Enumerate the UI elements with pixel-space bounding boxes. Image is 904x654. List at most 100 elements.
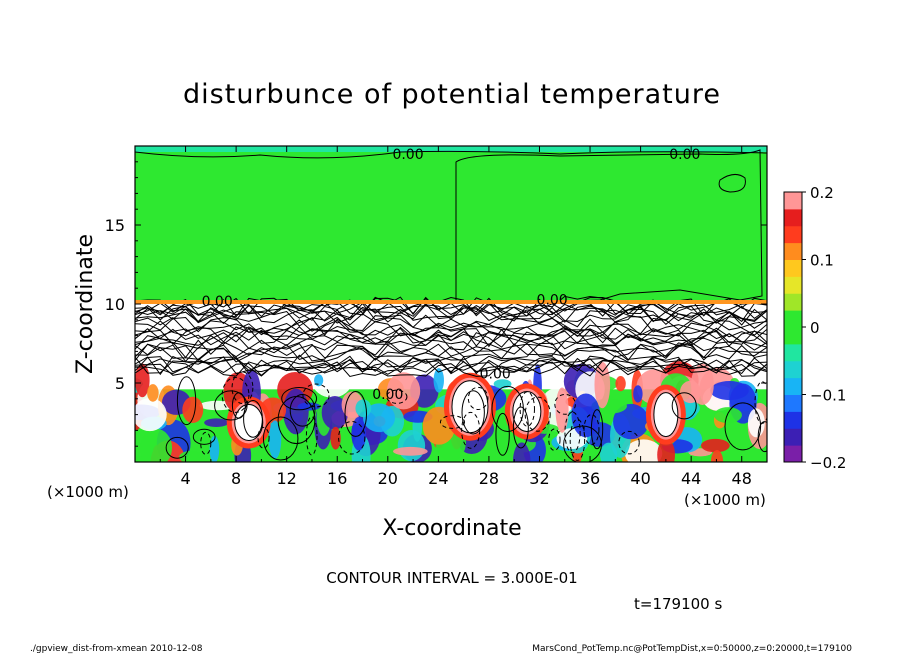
contour-line [135, 356, 767, 376]
field-blob [512, 442, 531, 462]
field-blob [147, 384, 159, 402]
field-blob [710, 449, 724, 462]
colorbar-segment [784, 394, 802, 412]
colorbar-segment [784, 208, 802, 227]
field-blob [433, 368, 444, 393]
colorbar-segment [784, 310, 802, 328]
upper-contour [455, 149, 763, 306]
field-blob [283, 388, 309, 435]
colorbar-segment [784, 293, 802, 311]
contour-loop [491, 385, 524, 432]
contour-loop [257, 426, 270, 449]
contour-loop [262, 416, 299, 461]
field-blob [624, 439, 663, 462]
field-blob [386, 372, 421, 410]
colorbar-segment [784, 445, 802, 463]
field-blob [135, 363, 150, 398]
plot-area: 0.00 0.00 0.00 0.00 0.00 0.00 [134, 145, 768, 463]
contour-loop [548, 428, 561, 451]
field-blob [204, 418, 229, 427]
colorbar [783, 191, 803, 463]
x-axis: 4 8 12 16 20 24 28 32 36 40 44 48 [159, 146, 752, 488]
contour-loop [724, 402, 762, 451]
x-tick-label: 16 [327, 469, 347, 488]
contour-loop [344, 391, 368, 437]
field-blob [393, 446, 428, 456]
contour-line [135, 341, 767, 360]
y-tick-label: 15 [105, 216, 125, 235]
x-tick-label: 36 [580, 469, 600, 488]
contour-loop [583, 414, 600, 446]
field-blob [135, 398, 167, 432]
colorbar-segment [784, 225, 802, 244]
y-tick-label: 10 [105, 295, 125, 314]
contour-loop [338, 420, 366, 455]
contour-loop [590, 409, 604, 450]
contour-loop [564, 411, 581, 454]
contour-label: 0.00 [669, 147, 700, 163]
contour-loop [305, 416, 318, 456]
contour-line [135, 339, 767, 359]
contour-line [135, 316, 767, 337]
contour-loop [519, 391, 535, 427]
colorbar-segment [784, 276, 802, 294]
contour-line [135, 332, 767, 351]
colorbar-segment [784, 377, 802, 395]
colorbar-segment [784, 343, 802, 362]
top-contour [135, 150, 767, 159]
y-tick-label: 5 [115, 374, 125, 393]
x-tick-label: 24 [428, 469, 448, 488]
contour-line [135, 328, 767, 348]
contour-loop [386, 389, 408, 404]
contour-loop [165, 436, 189, 459]
footer-right: MarsCond_PotTemp.nc@PotTempDist,x=0:5000… [532, 644, 852, 654]
contour-line [135, 354, 767, 375]
x-tick-label: 8 [231, 469, 241, 488]
contour-labels: 0.00 0.00 0.00 0.00 0.00 0.00 [202, 147, 701, 403]
contour-loop [554, 393, 576, 415]
field-blob [139, 428, 173, 462]
contour-loop [618, 430, 640, 455]
contour-loop [231, 371, 254, 405]
x-tick-label: 40 [630, 469, 650, 488]
field-blob [657, 438, 676, 462]
colorbar-segment [784, 192, 802, 210]
colorbar-tick-label: −0.1 [810, 387, 846, 405]
x-unit-right: (×1000 m) [684, 491, 766, 509]
colorbar-segment [784, 259, 802, 277]
contour-line [135, 302, 767, 323]
colorbar-tick-label: −0.2 [810, 454, 846, 472]
field-blob [362, 403, 396, 433]
contour-loop [569, 418, 586, 461]
colorbar-segment [784, 428, 802, 446]
colorbar-segment [784, 327, 802, 345]
contour-label: 0.00 [480, 367, 511, 383]
contour-loop [176, 376, 197, 426]
contour-loop [524, 396, 551, 432]
contour-loop [495, 412, 510, 456]
contour-loop [281, 386, 318, 411]
contour-line [135, 357, 767, 378]
y-axis: 5 10 15 [105, 161, 767, 447]
contour-loop [243, 400, 263, 438]
contour-loop [289, 393, 316, 427]
contour-loop [461, 411, 481, 449]
field-blob [613, 403, 649, 440]
contour-line [135, 342, 767, 363]
field-blob [268, 420, 282, 459]
footer-left: ./gpview_dist-from-xmean 2010-12-08 [30, 644, 203, 654]
contour-label: 0.00 [392, 147, 423, 163]
contour-line [135, 320, 767, 337]
interface-band [135, 300, 767, 304]
contour-line [135, 297, 767, 318]
contour-loop [563, 425, 602, 462]
time-stamp: t=179100 s [634, 595, 722, 613]
contour-loop [221, 377, 250, 413]
field-blob [182, 396, 204, 424]
vortex-core [512, 390, 542, 432]
field-blob [314, 374, 324, 387]
chart-title: disturbunce of potential temperature [183, 79, 721, 110]
field-blob [599, 442, 618, 462]
contour-line [135, 302, 767, 323]
